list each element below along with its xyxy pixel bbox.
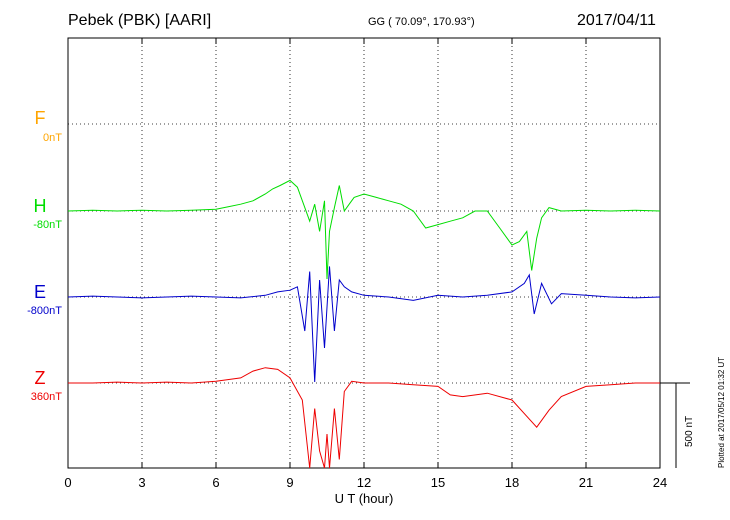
x-axis-ticks: 0 3 6 9 12 15 18 21 24 bbox=[64, 38, 667, 490]
series-baseline-f: 0nT bbox=[43, 132, 62, 144]
station-title: Pebek (PBK) [AARI] bbox=[68, 12, 212, 29]
plotted-timestamp: Plotted at 2017/05/12 01:32 UT bbox=[717, 357, 726, 468]
x-tick-label: 3 bbox=[138, 475, 145, 490]
series-baseline-e: -800nT bbox=[27, 305, 62, 317]
series-line-e bbox=[67, 266, 661, 383]
series-traces bbox=[67, 179, 661, 469]
series-name-h: H bbox=[34, 196, 47, 216]
series-baseline-z: 360nT bbox=[31, 391, 62, 403]
series-name-f: F bbox=[35, 108, 46, 128]
series-line-h bbox=[67, 179, 661, 280]
x-tick-label: 9 bbox=[286, 475, 293, 490]
x-tick-label: 0 bbox=[64, 475, 71, 490]
x-tick-label: 21 bbox=[579, 475, 593, 490]
series-baseline-h: -80nT bbox=[33, 219, 62, 231]
x-tick-label: 18 bbox=[505, 475, 519, 490]
series-labels: F 0nT H -80nT E -800nT Z 360nT bbox=[27, 108, 62, 403]
date-label: 2017/04/11 bbox=[577, 12, 656, 29]
series-line-z bbox=[68, 367, 660, 469]
series-name-e: E bbox=[34, 282, 46, 302]
station-coordinates: GG ( 70.09°, 170.93°) bbox=[368, 16, 475, 28]
x-axis-title: U T (hour) bbox=[335, 491, 394, 506]
x-tick-label: 15 bbox=[431, 475, 445, 490]
series-name-z: Z bbox=[35, 368, 46, 388]
scale-bar: 500 nT bbox=[660, 382, 695, 468]
x-tick-label: 12 bbox=[357, 475, 371, 490]
x-tick-label: 6 bbox=[212, 475, 219, 490]
x-tick-label: 24 bbox=[653, 475, 667, 490]
scale-bar-label: 500 nT bbox=[684, 416, 695, 447]
grid-lines bbox=[68, 38, 660, 468]
